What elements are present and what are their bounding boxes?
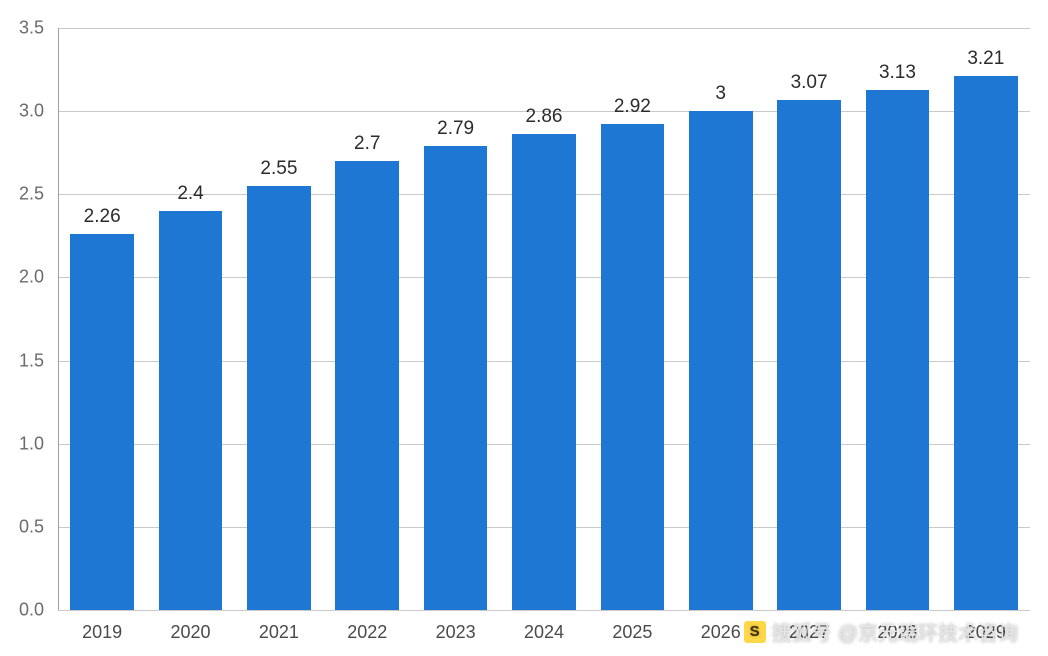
y-tick-label: 3.5 <box>0 18 44 39</box>
bar-value-label: 2.79 <box>437 118 474 140</box>
bar-value-label: 2.86 <box>526 106 563 128</box>
x-tick-label: 2023 <box>436 622 476 643</box>
bar-value-label: 3.21 <box>967 48 1004 70</box>
bar-value-label: 3.07 <box>791 72 828 94</box>
bar-value-label: 3.13 <box>879 62 916 84</box>
bar <box>866 90 930 610</box>
watermark-prefix: 搜狐号 <box>772 617 832 646</box>
bar <box>247 186 311 610</box>
x-tick-label: 2022 <box>347 622 387 643</box>
y-tick-label: 1.5 <box>0 350 44 371</box>
x-tick-label: 2021 <box>259 622 299 643</box>
gridline <box>58 610 1030 611</box>
bar <box>601 124 665 610</box>
bar-value-label: 2.55 <box>260 158 297 180</box>
bar <box>689 111 753 610</box>
bar-value-label: 2.92 <box>614 96 651 118</box>
x-tick-label: 2020 <box>171 622 211 643</box>
y-tick-label: 1.0 <box>0 433 44 454</box>
bar <box>70 234 134 610</box>
x-tick-label: 2019 <box>82 622 122 643</box>
bar <box>335 161 399 610</box>
bar <box>777 100 841 610</box>
watermark: S 搜狐号@京元瑞环技术咨询 <box>744 617 1018 646</box>
y-tick-label: 2.0 <box>0 267 44 288</box>
y-tick-label: 0.0 <box>0 600 44 621</box>
bar-value-label: 2.26 <box>84 206 121 228</box>
bar-value-label: 2.7 <box>354 133 380 155</box>
gridline <box>58 28 1030 29</box>
bar-value-label: 2.4 <box>177 183 203 205</box>
bar <box>424 146 488 610</box>
y-tick-label: 2.5 <box>0 184 44 205</box>
y-axis-line <box>58 28 59 610</box>
bar <box>954 76 1018 610</box>
logo-letter: S <box>750 623 760 640</box>
bar <box>159 211 223 610</box>
y-tick-label: 0.5 <box>0 516 44 537</box>
y-tick-label: 3.0 <box>0 101 44 122</box>
bar <box>512 134 576 610</box>
sohu-logo-icon: S <box>744 621 766 643</box>
bar-value-label: 3 <box>715 83 726 105</box>
x-tick-label: 2025 <box>612 622 652 643</box>
bar-chart: 0.0 0.5 1.0 1.5 2.0 2.5 3.0 3.5 2019 2020 2021 202… <box>0 0 1048 656</box>
x-tick-label: 2026 <box>701 622 741 643</box>
x-tick-label: 2024 <box>524 622 564 643</box>
watermark-account: @京元瑞环技术咨询 <box>838 617 1018 646</box>
